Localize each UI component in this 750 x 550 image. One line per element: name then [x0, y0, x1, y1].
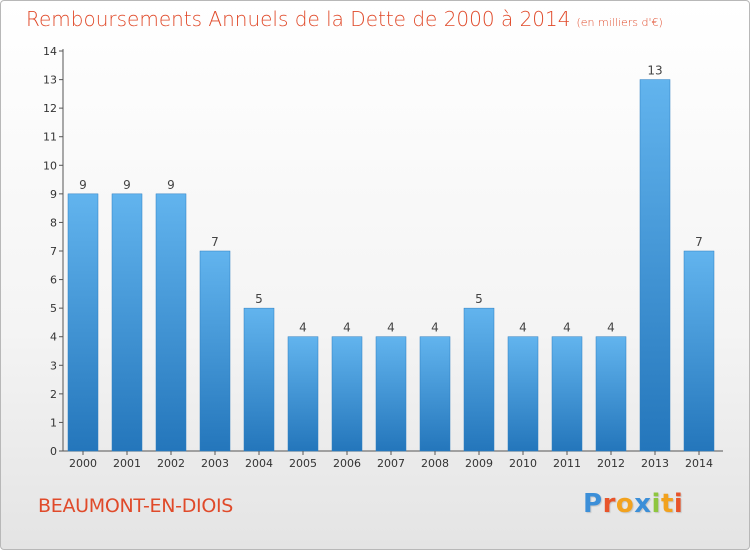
chart-title-text: Remboursements Annuels de la Dette de 20…: [26, 7, 571, 31]
bar: [419, 336, 451, 452]
logo-letter: t: [660, 489, 674, 519]
x-tick-label: 2000: [69, 457, 97, 470]
logo-letter: o: [615, 489, 635, 519]
bar-value-label: 9: [167, 178, 175, 192]
y-tick-label: 12: [43, 102, 57, 115]
x-tick-label: 2010: [509, 457, 537, 470]
bar-value-label: 4: [299, 321, 307, 335]
bar: [595, 336, 627, 452]
bar-value-label: 9: [79, 178, 87, 192]
commune-name: BEAUMONT-EN-DIOIS: [38, 495, 234, 517]
proxiti-logo: Proxiti: [583, 489, 683, 519]
y-tick-label: 14: [43, 45, 57, 58]
bar: [243, 307, 275, 452]
bar-value-label: 4: [519, 321, 527, 335]
bar-value-label: 5: [255, 292, 263, 306]
y-tick-label: 9: [50, 188, 57, 201]
bar: [375, 336, 407, 452]
x-tick-label: 2001: [113, 457, 141, 470]
bar-value-label: 4: [431, 321, 439, 335]
unit-note: (en milliers d'€): [576, 16, 663, 29]
bar: [639, 79, 671, 452]
y-tick-label: 1: [50, 416, 57, 429]
y-tick-label: 3: [50, 359, 57, 372]
bar: [551, 336, 583, 452]
bar: [199, 250, 231, 452]
chart-title: Remboursements Annuels de la Dette de 20…: [26, 7, 663, 31]
x-tick-label: 2014: [685, 457, 713, 470]
x-tick-label: 2005: [289, 457, 317, 470]
bar-value-label: 7: [211, 235, 219, 249]
bar: [111, 193, 143, 452]
y-tick-label: 6: [50, 274, 57, 287]
y-tick-label: 2: [50, 388, 57, 401]
x-tick-label: 2004: [245, 457, 273, 470]
bar-value-label: 5: [475, 292, 483, 306]
y-tick-label: 13: [43, 74, 57, 87]
bar-value-label: 4: [387, 321, 395, 335]
x-tick-label: 2007: [377, 457, 405, 470]
bar: [683, 250, 715, 452]
x-tick-label: 2002: [157, 457, 185, 470]
bar: [331, 336, 363, 452]
y-tick-label: 10: [43, 159, 57, 172]
bar: [155, 193, 187, 452]
bar-value-label: 4: [563, 321, 571, 335]
bar-value-label: 4: [607, 321, 615, 335]
logo-letter: P: [583, 489, 603, 519]
bar-value-label: 4: [343, 321, 351, 335]
logo-letter: x: [634, 489, 652, 519]
x-tick-label: 2013: [641, 457, 669, 470]
y-tick-label: 4: [50, 331, 57, 344]
x-tick-label: 2006: [333, 457, 361, 470]
logo-letter: i: [651, 489, 661, 519]
y-tick-label: 11: [43, 131, 57, 144]
y-tick-label: 5: [50, 302, 57, 315]
bar-value-label: 9: [123, 178, 131, 192]
x-tick-label: 2011: [553, 457, 581, 470]
logo-letter: r: [602, 489, 616, 519]
y-tick-label: 8: [50, 216, 57, 229]
bar: [507, 336, 539, 452]
y-tick-label: 0: [50, 445, 57, 458]
bar: [463, 307, 495, 452]
x-tick-label: 2003: [201, 457, 229, 470]
bar: [287, 336, 319, 452]
bar: [67, 193, 99, 452]
bar-value-label: 13: [647, 64, 662, 78]
x-tick-label: 2008: [421, 457, 449, 470]
y-tick-label: 7: [50, 245, 57, 258]
x-tick-label: 2009: [465, 457, 493, 470]
logo-letter: i: [673, 489, 684, 519]
bar-value-label: 7: [695, 235, 703, 249]
x-tick-label: 2012: [597, 457, 625, 470]
